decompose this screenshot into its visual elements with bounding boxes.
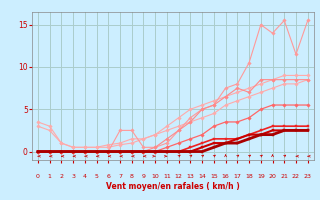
X-axis label: Vent moyen/en rafales ( km/h ): Vent moyen/en rafales ( km/h ) — [106, 182, 240, 191]
